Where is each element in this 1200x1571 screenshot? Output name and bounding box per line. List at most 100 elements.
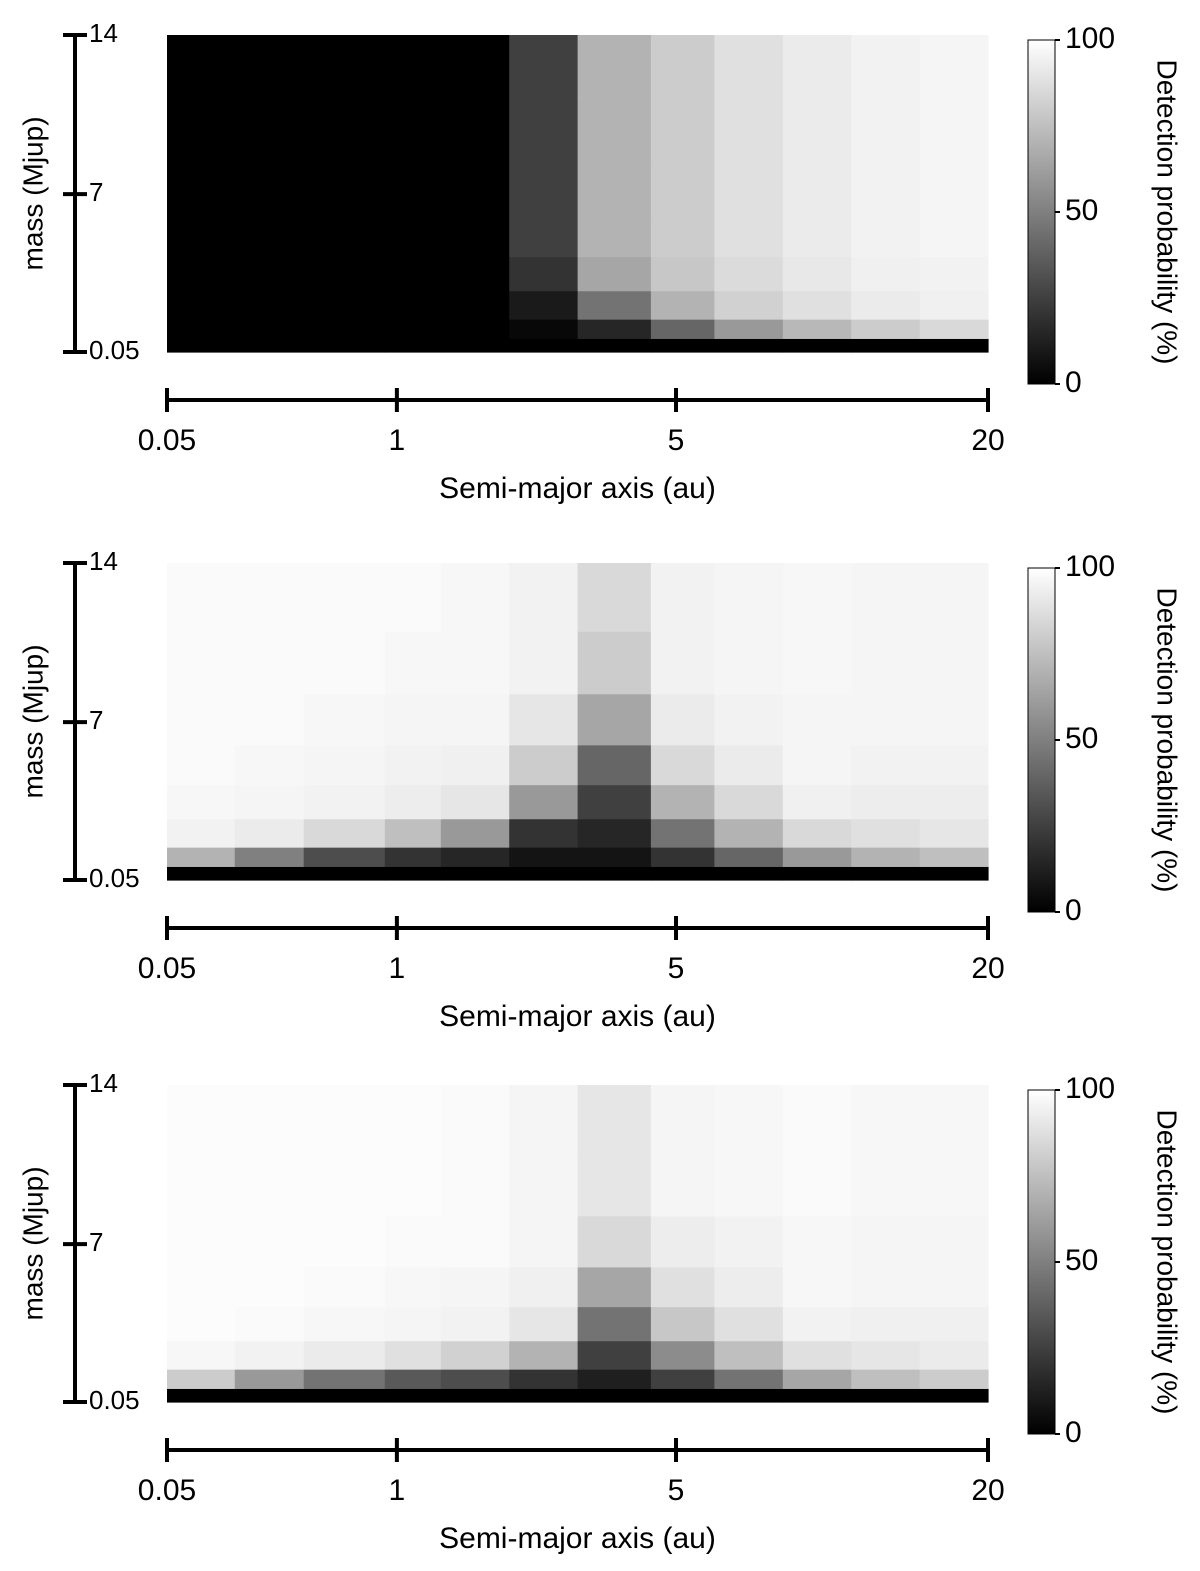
heat-cell (650, 1388, 715, 1403)
heat-cell (440, 631, 510, 695)
heat-cell (919, 1388, 989, 1403)
colorbar-tick-label: 0 (1065, 894, 1082, 927)
heat-cell (851, 1340, 921, 1370)
heat-cell (577, 165, 652, 218)
heat-cell (509, 631, 579, 695)
heat-cell (440, 103, 510, 167)
heat-cell (919, 35, 989, 104)
heat-cell (714, 818, 784, 848)
heat-cell (384, 165, 442, 218)
heat-cell (714, 35, 784, 104)
heat-cell (303, 818, 386, 848)
heat-cell (384, 1266, 442, 1308)
y-axis-title: mass (Mjup) (17, 116, 48, 270)
heat-cell (234, 290, 305, 320)
heat-cell (851, 1085, 921, 1154)
heat-cell (303, 103, 386, 167)
heat-cell (384, 290, 442, 320)
x-axis-title: Semi-major axis (au) (439, 1522, 716, 1555)
heat-cell (782, 818, 852, 848)
heat-cell (919, 165, 989, 218)
heat-cell (509, 1306, 579, 1342)
heat-cell (714, 319, 784, 339)
heat-cell (167, 847, 236, 867)
heat-cell (167, 103, 236, 167)
heat-cell (782, 35, 852, 104)
heat-cell (167, 290, 236, 320)
heat-cell (577, 866, 652, 881)
heat-cell (509, 1085, 579, 1154)
heat-cell (851, 319, 921, 339)
heat-cell (782, 1388, 852, 1403)
heat-cell (714, 784, 784, 820)
heat-cell (509, 847, 579, 867)
x-tick-label: 0.05 (138, 952, 196, 985)
heat-cell (167, 1306, 236, 1342)
heat-cell (650, 744, 715, 786)
colorbar-tick-label: 100 (1065, 550, 1115, 583)
y-tick-label: 7 (89, 177, 103, 207)
heat-cell (440, 563, 510, 632)
heat-cell (782, 744, 852, 786)
heat-cell (384, 1306, 442, 1342)
heat-cell (650, 1153, 715, 1217)
heat-cell (440, 1306, 510, 1342)
heat-cell (234, 1085, 305, 1154)
heat-cell (650, 319, 715, 339)
heat-cell (851, 563, 921, 632)
heat-cell (234, 338, 305, 353)
x-tick-label: 1 (389, 1474, 406, 1507)
heat-cell (782, 216, 852, 258)
heat-cell (384, 35, 442, 104)
heat-cell (714, 1369, 784, 1389)
heat-cell (577, 1369, 652, 1389)
heat-cell (577, 256, 652, 292)
heat-cell (167, 784, 236, 820)
heat-cell (919, 1266, 989, 1308)
heat-cell (919, 847, 989, 867)
heat-cell (167, 1388, 236, 1403)
heat-cell (509, 1388, 579, 1403)
heat-cell (650, 256, 715, 292)
heat-cell (782, 319, 852, 339)
heat-cell (234, 847, 305, 867)
heat-cell (650, 818, 715, 848)
heat-cell (782, 338, 852, 353)
heat-cell (782, 1153, 852, 1217)
heat-cell (782, 866, 852, 881)
heat-cell (440, 338, 510, 353)
heat-cell (851, 256, 921, 292)
heat-cell (851, 818, 921, 848)
heat-cell (782, 563, 852, 632)
heat-cell (234, 1340, 305, 1370)
heat-cell (234, 744, 305, 786)
heat-cell (384, 338, 442, 353)
heat-cell (577, 1085, 652, 1154)
x-tick-label: 5 (668, 952, 685, 985)
heat-cell (650, 1266, 715, 1308)
y-axis-title: mass (Mjup) (17, 1166, 48, 1320)
heat-cell (167, 866, 236, 881)
heat-cell (167, 35, 236, 104)
heat-cell (851, 1153, 921, 1217)
heat-cell (919, 631, 989, 695)
heat-cell (440, 784, 510, 820)
heat-cell (851, 1306, 921, 1342)
heat-cell (303, 1215, 386, 1268)
heat-cell (509, 1153, 579, 1217)
heat-cell (303, 631, 386, 695)
heat-cell (167, 563, 236, 632)
heat-cell (167, 631, 236, 695)
heat-cell (714, 1215, 784, 1268)
heat-cell (303, 1153, 386, 1217)
heat-cell (167, 1153, 236, 1217)
heat-cell (577, 563, 652, 632)
heat-cell (577, 1340, 652, 1370)
heat-cell (440, 1153, 510, 1217)
colorbar (1027, 1089, 1056, 1435)
x-tick-label: 20 (971, 952, 1004, 985)
heat-cell (919, 1153, 989, 1217)
heat-cell (650, 1306, 715, 1342)
x-axis-title: Semi-major axis (au) (439, 472, 716, 505)
